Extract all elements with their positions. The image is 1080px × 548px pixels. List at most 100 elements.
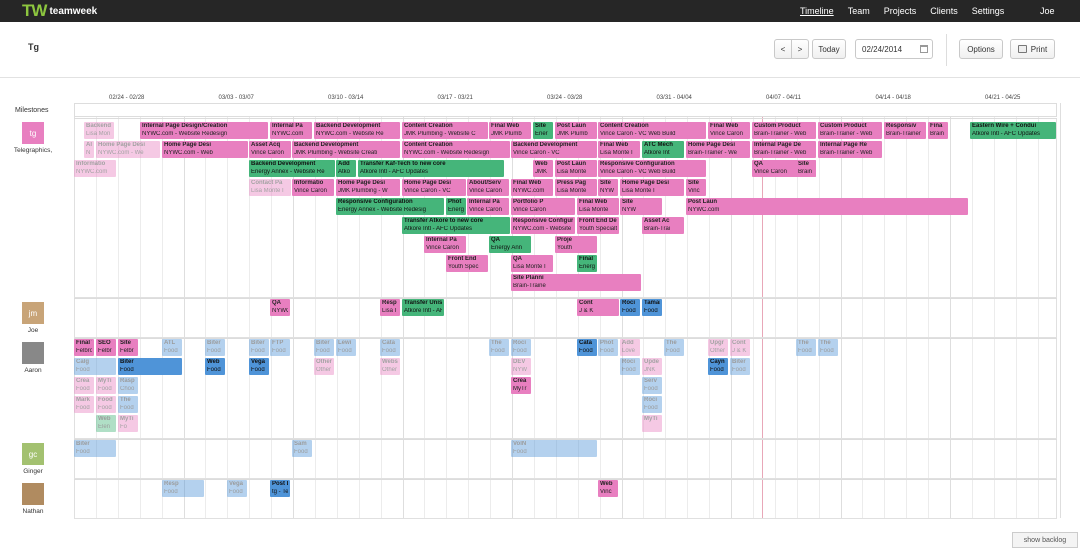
task-block[interactable]: Home Page Desi NYWC.com - Web	[162, 141, 248, 158]
task-block[interactable]: Asset Ac Brain-Trai	[642, 217, 684, 234]
task-block[interactable]: Transfer Kaf-Tech to new core Atkore Intl…	[358, 160, 504, 177]
task-block[interactable]: Add Atko	[336, 160, 356, 177]
task-block[interactable]: Biter Food	[118, 358, 182, 375]
task-block[interactable]: MyTi Food	[96, 377, 116, 394]
calendar-icon[interactable]	[920, 45, 928, 53]
task-block[interactable]: Internal Page De Brain-Trainer - Web	[752, 141, 816, 158]
task-block[interactable]: Biter Food	[205, 339, 225, 356]
task-block[interactable]: Site Vinc	[686, 179, 706, 196]
task-block[interactable]: Web Food	[205, 358, 225, 375]
task-block[interactable]: MyTi Fo	[118, 415, 138, 432]
task-block[interactable]: Cata Food	[577, 339, 597, 356]
next-button[interactable]: >	[791, 39, 809, 59]
task-block[interactable]: Biter Food	[249, 339, 269, 356]
task-block[interactable]: QANYWC.com	[270, 299, 290, 316]
task-block[interactable]: Upde JNK	[642, 358, 662, 375]
task-block[interactable]: The Food	[818, 339, 838, 356]
task-block[interactable]: Site NYW	[620, 198, 662, 215]
nav-team[interactable]: Team	[847, 6, 870, 16]
task-block[interactable]: Eastern Wire + Condui Atkore Intl - AFC U…	[970, 122, 1056, 139]
task-block[interactable]: Biter Food	[314, 339, 334, 356]
task-block[interactable]: Phot Food	[598, 339, 618, 356]
task-block[interactable]: Content Creation JMK Plumbing - Website C	[402, 122, 488, 139]
task-block[interactable]: Responsive ConfigurationNYWC.com - Websi…	[511, 217, 575, 234]
nav-settings[interactable]: Settings	[971, 6, 1005, 16]
task-block[interactable]: Roci Food	[511, 339, 531, 356]
task-block[interactable]: VolN Food	[511, 440, 597, 457]
task-block[interactable]: Press Pag Lisa Monte	[555, 179, 597, 196]
show-backlog-button[interactable]: show backlog	[1012, 532, 1078, 548]
task-block[interactable]: FTP Food	[270, 339, 290, 356]
task-block[interactable]: Final Web JMK Plumb	[489, 122, 531, 139]
task-block[interactable]: Post Laun NYWC.com	[686, 198, 968, 215]
task-block[interactable]: Upgr Other	[708, 339, 728, 356]
task-block[interactable]: QA Energy Ann	[489, 236, 531, 253]
task-block[interactable]: Crea Food	[74, 377, 94, 394]
task-block[interactable]: MyTi	[642, 415, 662, 432]
avatar[interactable]	[22, 342, 44, 364]
task-block[interactable]: Final Web NYWC.com	[511, 179, 553, 196]
task-block[interactable]: Phot Energ	[446, 198, 466, 215]
task-block[interactable]: Cata Food	[380, 339, 400, 356]
task-block[interactable]: Internal Pa Vince Caron	[424, 236, 466, 253]
task-block[interactable]: Cont J & K	[730, 339, 750, 356]
task-block[interactable]: Biter Food	[74, 440, 116, 457]
logo[interactable]: TW teamweek	[22, 1, 97, 20]
task-block[interactable]: Backend Development NYWC.com - Website Re	[314, 122, 400, 139]
task-block[interactable]: Internal Page Re Brain-Trainer - Web	[818, 141, 882, 158]
task-block[interactable]: Web Elen	[96, 415, 116, 432]
nav-timeline[interactable]: Timeline	[800, 6, 834, 16]
task-block[interactable]: About/Serv Vince Caron	[467, 179, 509, 196]
task-block[interactable]: Post Laun JMK Plumb	[555, 122, 597, 139]
task-block[interactable]: Final Web Lisa Monte I	[598, 141, 640, 158]
nav-clients[interactable]: Clients	[930, 6, 958, 16]
avatar[interactable]: jm	[22, 302, 44, 324]
task-block[interactable]: Internal Pa Vince Caron	[467, 198, 509, 215]
task-block[interactable]: The Food	[664, 339, 684, 356]
task-block[interactable]: Transfer Unistrut Fall Protection toAtko…	[402, 299, 444, 316]
task-block[interactable]: Home Page Desi Lisa Monte I	[620, 179, 684, 196]
task-block[interactable]: The Food	[118, 396, 138, 413]
task-block[interactable]: Responsive Configuration Vince Caron - VC…	[598, 160, 706, 177]
task-block[interactable]: Vega Food	[227, 480, 247, 497]
task-block[interactable]: DEV NYW	[511, 358, 531, 375]
task-block[interactable]: Tamara SoFood Tour P	[642, 299, 662, 316]
task-block[interactable]: Backend Development Energy Annex - Websit…	[249, 160, 335, 177]
task-block[interactable]: Web JMK	[533, 160, 553, 177]
task-block[interactable]: The Food	[796, 339, 816, 356]
task-block[interactable]: Responsiv Brain-Trainer	[884, 122, 926, 139]
task-block[interactable]: Home Page Desi Vince Caron - VC	[402, 179, 466, 196]
task-block[interactable]: Final Web Lisa Monte	[577, 198, 619, 215]
task-block[interactable]: Responsive Configuration Energy Annex - W…	[336, 198, 444, 215]
task-block[interactable]: Backend Development Vince Caron - VC	[511, 141, 597, 158]
task-block[interactable]: Al N	[84, 141, 94, 158]
prev-button[interactable]: <	[774, 39, 792, 59]
task-block[interactable]: Custom Product Brain-Trainer - Web	[818, 122, 882, 139]
nav-projects[interactable]: Projects	[883, 6, 917, 16]
task-block[interactable]: QA Lisa Monte I	[511, 255, 553, 272]
task-block[interactable]: Home Page Desi JMK Plumbing - W	[336, 179, 400, 196]
task-block[interactable]: Informatio Vince Caron	[292, 179, 334, 196]
task-block[interactable]: Cont J & K	[577, 299, 619, 316]
task-block[interactable]: Site Ener	[533, 122, 553, 139]
task-block[interactable]: Roci Food	[642, 396, 662, 413]
task-block[interactable]: Calg Food	[74, 358, 116, 375]
task-block[interactable]: The Food	[489, 339, 509, 356]
milestones-row[interactable]	[74, 103, 1057, 117]
avatar[interactable]	[22, 483, 44, 505]
task-block[interactable]: Backend Development JMK Plumbing - Websit…	[292, 141, 400, 158]
task-block[interactable]: Other DepotOther Depot	[314, 358, 334, 375]
task-block[interactable]: Internal Page Design/Creation NYWC.com - …	[140, 122, 268, 139]
task-block[interactable]: Crea MyTr	[511, 377, 531, 394]
task-block[interactable]: Mark Food	[74, 396, 94, 413]
task-block[interactable]: Front End Youth Spec	[446, 255, 488, 272]
task-block[interactable]: Front End DesigYouth Specialties -	[577, 217, 619, 234]
task-block[interactable]: Contact Pa Lisa Monte I	[249, 179, 291, 196]
task-block[interactable]: Site Planni Brain-Traine	[511, 274, 641, 291]
task-block[interactable]: SEO Felbr	[96, 339, 116, 356]
avatar[interactable]: tg	[22, 122, 44, 144]
task-block[interactable]: Informatio NYWC.com	[74, 160, 116, 177]
task-block[interactable]: Roci Food	[620, 299, 640, 316]
task-block[interactable]: Food Food	[96, 396, 116, 413]
task-block[interactable]: Final Web Vince Caron	[708, 122, 750, 139]
